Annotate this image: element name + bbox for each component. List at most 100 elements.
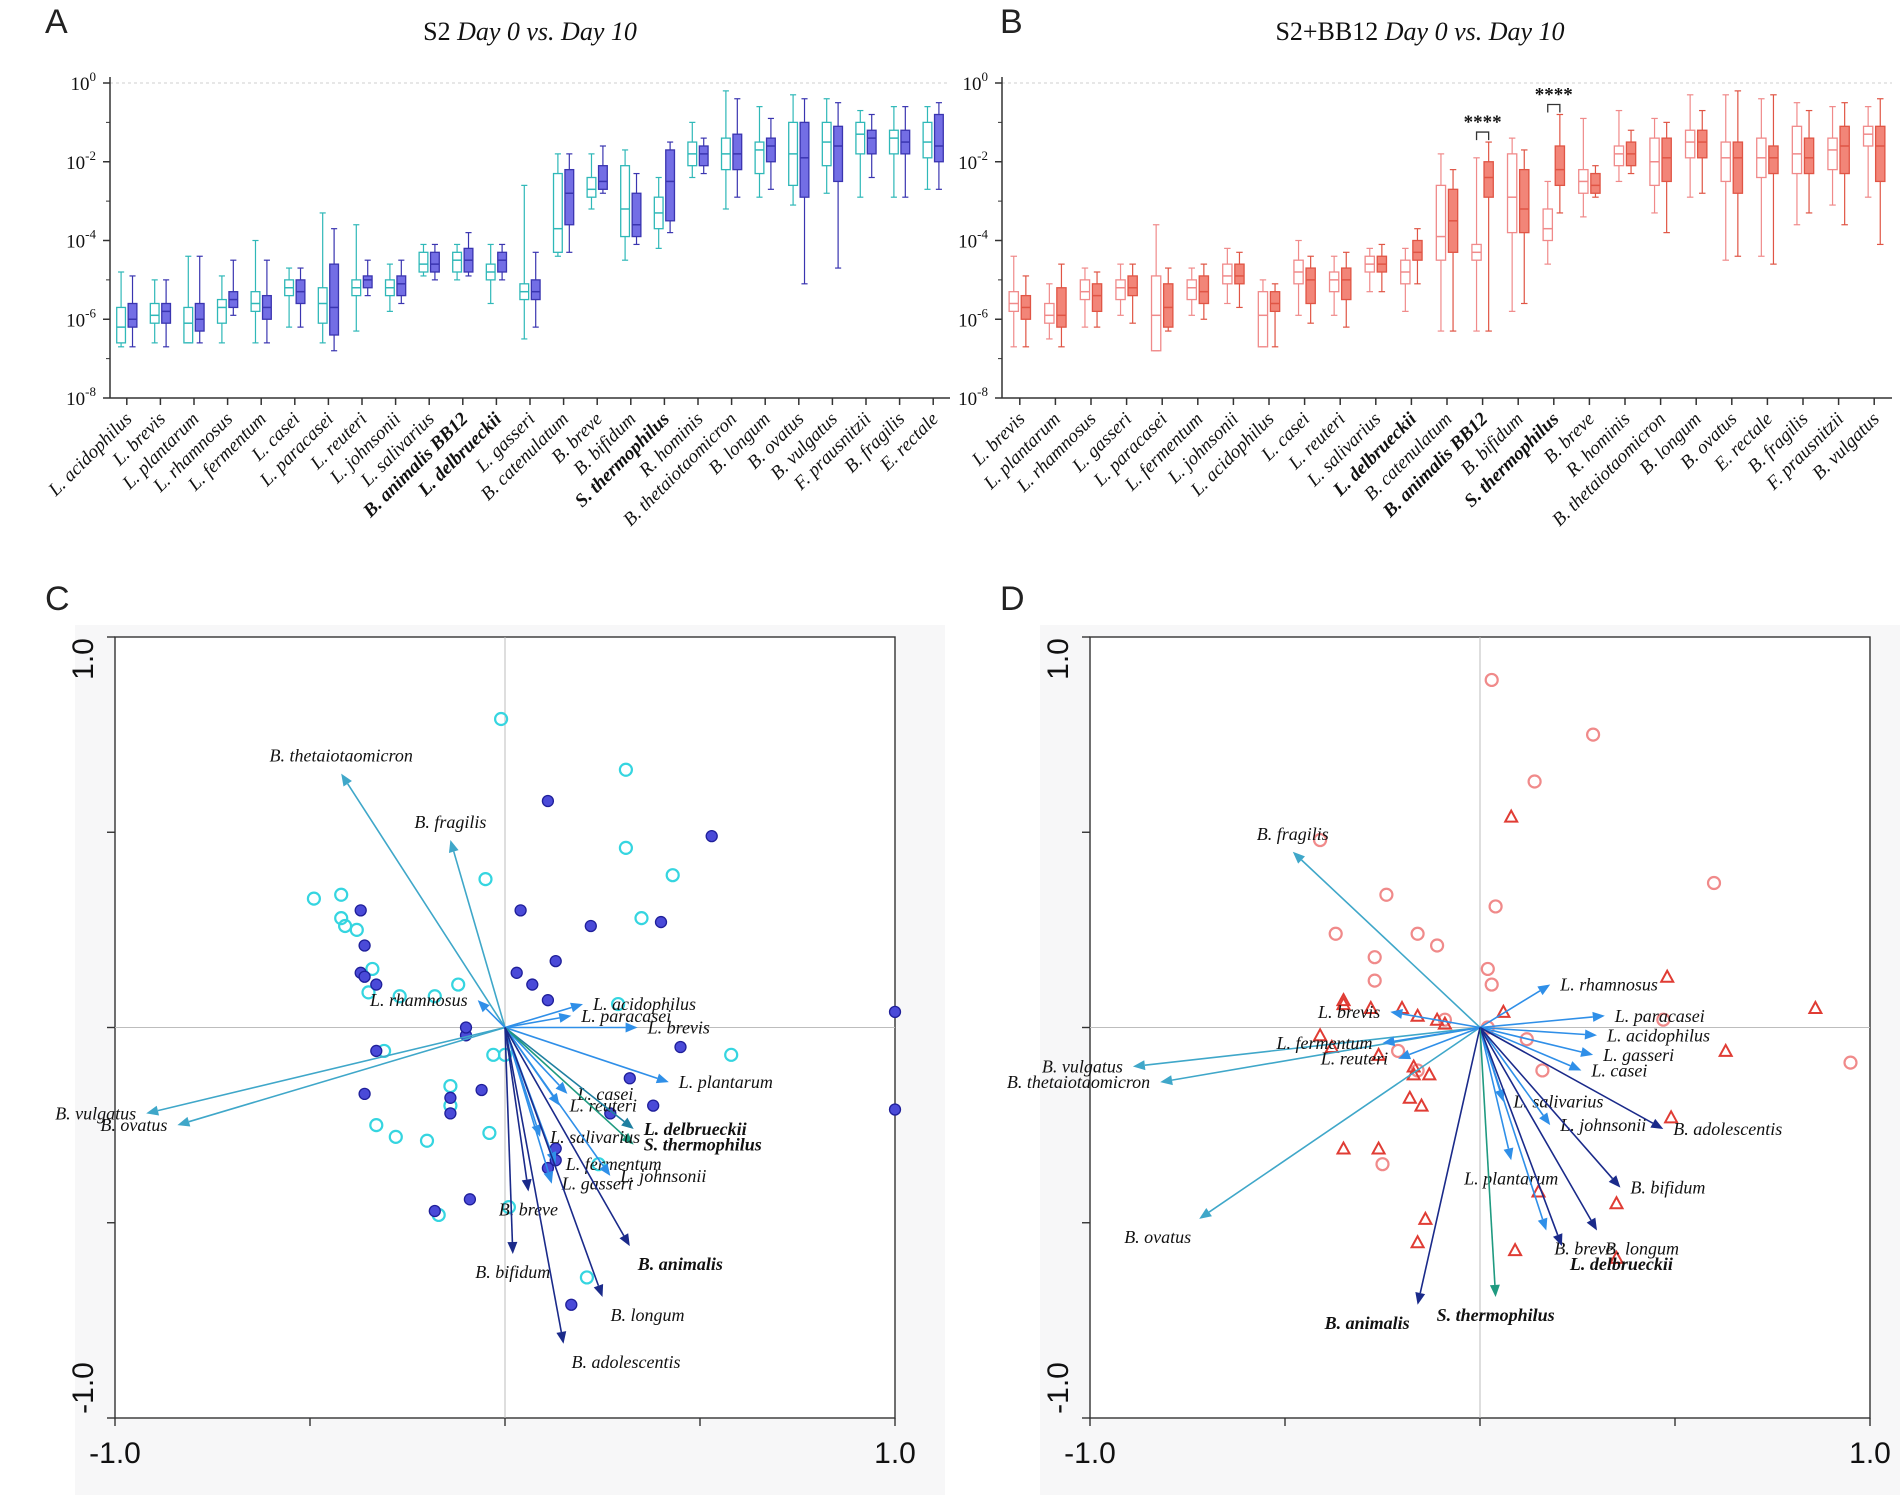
vector-arrowhead [543,1170,554,1184]
sample-point [1409,1234,1426,1249]
sample-point [565,1298,578,1311]
vector-b-breve [504,1027,528,1180]
box-day0-l-casei [284,267,295,328]
vector-arrowhead [507,1241,518,1254]
box-day10-l-salivarius [1376,243,1388,293]
vector-arrowhead [558,1012,572,1023]
sample-point [1507,1241,1523,1257]
box-day0-l-rhamnosus [1079,267,1091,328]
vector-label-l-delbrueckii: L. delbrueckii [643,1119,747,1139]
box-day0-l-fermentum [1186,267,1198,316]
vector-arrowhead [1415,1291,1426,1305]
box-day0-b-fragilis [888,106,899,198]
box-iqr [1079,279,1091,301]
y-tick-label: 10-6 [66,305,96,331]
sample-point [428,1204,441,1218]
sample-point [1843,1055,1858,1070]
vector-l-gasseri [1479,1026,1582,1053]
box-day10-b-catenulatum [1447,169,1459,332]
box-iqr [1684,129,1696,159]
box-day10-b-longum [1696,109,1708,194]
box-iqr [933,113,944,163]
box-day10-b-catenulatum [564,153,575,253]
point-series-day-10 [354,794,902,1311]
x-axis-label-min: -1.0 [89,1437,141,1470]
box-day0-l-acidophilus [1257,279,1269,348]
y-tick-base: 10 [958,153,977,174]
sample-point [365,961,380,977]
box-day0-b-ovatus [1720,94,1732,261]
vector-b-longum [504,1027,600,1286]
sample-point [451,977,466,992]
sample-point [618,762,634,777]
vector-label-l-casei: L. casei [1590,1060,1647,1080]
sample-point [369,1118,384,1133]
vector-label-b-animalis: B. animalis [1324,1313,1410,1333]
box-day10-l-casei [295,267,306,328]
sample-point [1608,1249,1625,1264]
box-iqr [1056,287,1067,328]
sample-point [306,891,321,906]
vector-label-b-fragilis: B. fragilis [1257,824,1329,844]
vector-l-casei [1479,1026,1571,1067]
box-day0-r-hominis [687,121,698,179]
sample-point [1659,968,1675,983]
box-iqr [1150,275,1162,352]
box-day10-b-vulgatus [1874,98,1886,246]
vector-arrowhead [555,1081,568,1094]
y-tick-label: 10-4 [66,227,96,253]
box-day10-b-vulgatus [833,102,844,269]
y-axis-label-min: -1.0 [1042,1362,1075,1414]
box-iqr [1198,275,1210,305]
sample-point [579,1270,595,1285]
y-tick-label: 10-8 [958,384,988,410]
box-iqr [799,121,810,198]
panel-label-c: C [45,580,70,618]
box-day10-l-plantarum [194,255,205,344]
sample-point [338,918,353,934]
box-iqr [665,149,676,222]
sample-point [334,887,349,902]
box-day10-l-delbrueckii [1412,228,1423,285]
box-day10-l-gasseri [1127,263,1138,324]
sample-point [526,978,539,991]
y-axis-label-max: 1.0 [1042,638,1075,680]
y-tick-label: 100 [963,69,989,95]
sample-point [1484,672,1499,688]
box-iqr [1827,137,1838,171]
vector-arrowhead [177,1116,191,1127]
vector-arrowhead [1390,1009,1403,1019]
y-tick-exponent: -4 [85,227,96,242]
vector-b-bifidum [1479,1026,1614,1180]
box-day0-l-reuteri [1328,255,1340,316]
box-day10-l-reuteri [362,259,373,297]
y-tick-exponent: -8 [85,384,96,399]
box-iqr [586,176,597,198]
sample-point [1367,950,1382,965]
vector-arrowhead [521,1178,532,1192]
vector-label-l-casei: L. casei [576,1084,633,1104]
box-iqr [1186,279,1198,301]
box-iqr [1044,302,1055,324]
sample-point [1335,995,1352,1011]
box-iqr [732,133,743,171]
vector-label-l-rhamnosus: L. rhamnosus [1559,975,1658,995]
box-day0-b-animalis-bb12 [1471,157,1482,332]
vector-label-b-adolescentis: B. adolescentis [1673,1119,1782,1139]
sample-point [510,966,523,979]
box-day10-b-ovatus [799,98,810,285]
y-tick-exponent: -2 [85,148,96,163]
box-iqr [1803,137,1815,175]
box-day10-l-salivarius [429,243,440,281]
box-day10-l-paracasei [329,228,340,352]
vector-label-b-ovatus: B. ovatus [100,1115,167,1135]
box-day0-s-thermophilus [1542,180,1554,265]
box-day10-b-thetaiotaomicron [1661,121,1672,234]
vector-arrowhead [341,773,352,787]
box-day10-b-thetaiotaomicron [732,98,743,198]
vector-b-adolescentis [504,1027,563,1333]
box-iqr [530,279,541,301]
box-iqr [1412,239,1423,261]
y-tick-exponent: 0 [982,69,989,84]
box-iqr [1340,267,1352,301]
